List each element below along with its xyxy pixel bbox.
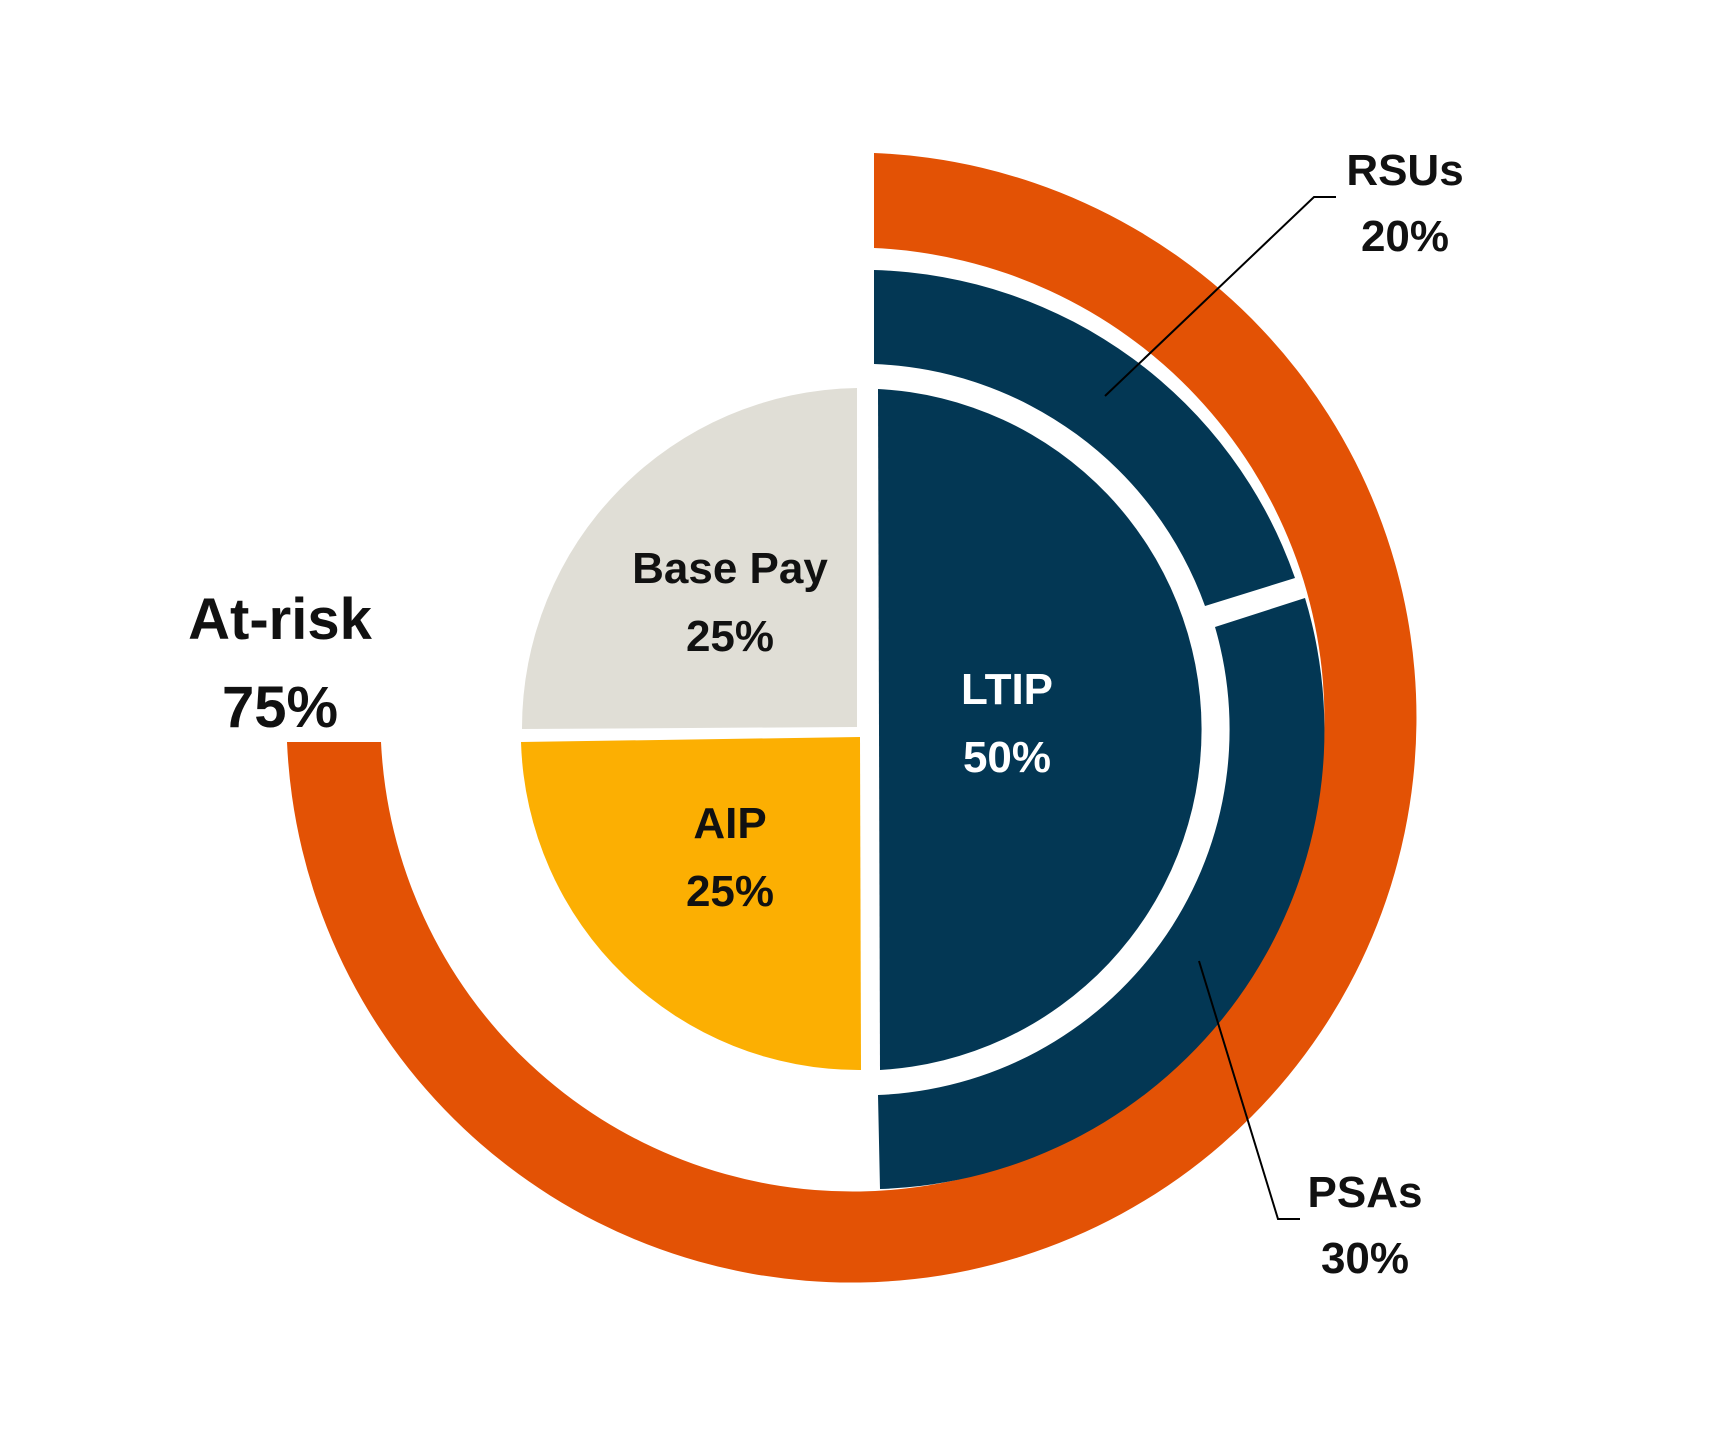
psas-ring-segment bbox=[878, 598, 1325, 1189]
aip-label: AIP 25% bbox=[630, 790, 830, 926]
base-pay-label-value: 25% bbox=[685, 612, 775, 661]
at-risk-label-name: At-risk bbox=[188, 587, 372, 652]
base-pay-label-name: Base Pay bbox=[632, 544, 828, 593]
psas-leader-line bbox=[1198, 960, 1300, 1220]
psas-label-value: 30% bbox=[1320, 1234, 1410, 1283]
aip-label-name: AIP bbox=[693, 799, 767, 848]
base-pay-label: Base Pay 25% bbox=[600, 535, 860, 671]
psas-label: PSAs 30% bbox=[1290, 1160, 1440, 1292]
at-risk-label-value: 75% bbox=[221, 675, 339, 740]
ltip-label-value: 50% bbox=[962, 733, 1052, 782]
aip-pie-slice bbox=[521, 737, 861, 1071]
rsus-ring-segment bbox=[874, 270, 1295, 606]
rsus-leader-line bbox=[1104, 196, 1336, 397]
psas-label-name: PSAs bbox=[1307, 1168, 1423, 1217]
base-pay-pie-slice bbox=[521, 388, 857, 729]
at-risk-label: At-risk 75% bbox=[160, 576, 400, 752]
ltip-label: LTIP 50% bbox=[907, 656, 1107, 792]
rsus-label: RSUs 20% bbox=[1330, 138, 1480, 270]
rsus-label-value: 20% bbox=[1360, 212, 1450, 261]
aip-label-value: 25% bbox=[685, 867, 775, 916]
ltip-pie-slice bbox=[878, 389, 1202, 1070]
rsus-label-name: RSUs bbox=[1346, 146, 1464, 195]
ltip-label-name: LTIP bbox=[960, 665, 1054, 714]
